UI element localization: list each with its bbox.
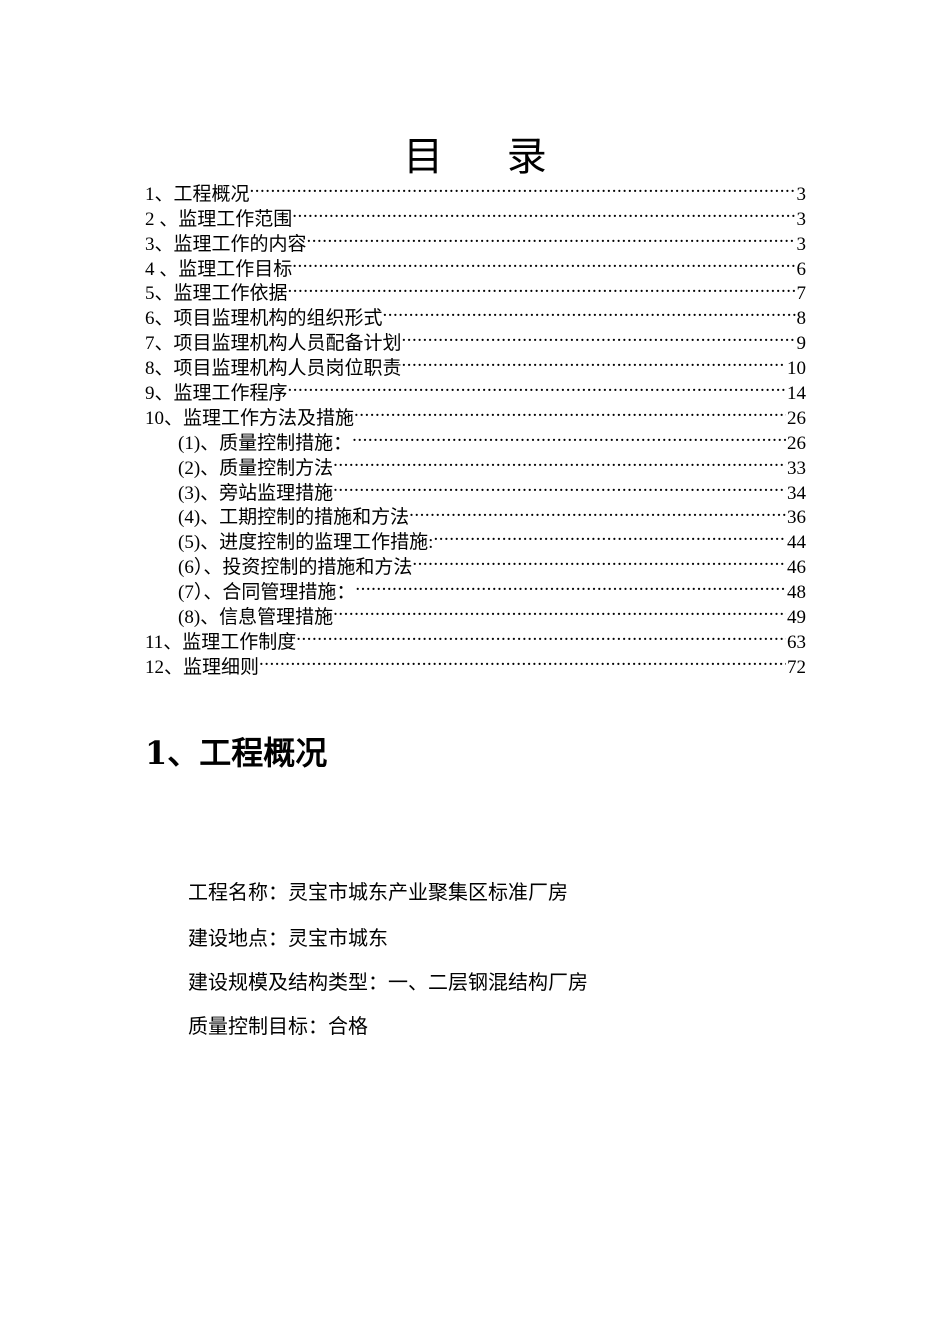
- toc-entry[interactable]: 10、监理工作方法及措施 26: [145, 399, 806, 429]
- toc-entry-page: 8: [796, 308, 807, 330]
- dot-leader: [288, 374, 786, 399]
- dot-leader: [352, 424, 786, 449]
- dot-leader: [333, 598, 786, 623]
- dot-leader: [333, 474, 786, 499]
- toc-entry-page: 6: [796, 258, 807, 280]
- toc-entry-page: 3: [796, 183, 807, 205]
- toc-entry[interactable]: (3)、旁站监理措施 34: [145, 474, 806, 504]
- toc-entry[interactable]: (5)、进度控制的监理工作措施: 44: [145, 523, 806, 553]
- dot-leader: [433, 523, 786, 548]
- toc-entry-label: 2 、监理工作范围: [145, 208, 293, 230]
- toc-entry-page: 9: [796, 333, 807, 355]
- dot-leader: [292, 250, 795, 275]
- toc-entry-page: 48: [787, 582, 806, 604]
- toc-entry[interactable]: (8)、信息管理措施 49: [145, 598, 806, 628]
- toc-entry[interactable]: 1、工程概况 3: [145, 175, 806, 205]
- toc-entry[interactable]: (4)、工期控制的措施和方法 36: [145, 499, 806, 529]
- toc-entry[interactable]: (1)、质量控制措施： 26: [145, 424, 806, 454]
- toc-entry-page: 33: [787, 457, 806, 479]
- table-of-contents: 1、工程概况32 、监理工作范围33、监理工作的内容34 、监理工作目标65、监…: [145, 175, 806, 678]
- dot-leader: [354, 399, 786, 424]
- toc-entry[interactable]: 2 、监理工作范围 3: [145, 200, 806, 230]
- dot-leader: [259, 648, 786, 673]
- toc-entry-page: 7: [796, 283, 807, 305]
- construction-site: 建设地点：灵宝市城东: [188, 926, 388, 950]
- toc-entry-page: 63: [787, 631, 806, 653]
- toc-entry-label: (2)、质量控制方法: [178, 457, 334, 479]
- toc-entry-page: 49: [787, 607, 806, 629]
- dot-leader: [412, 548, 786, 573]
- toc-entry-label: 9、监理工作程序: [145, 383, 288, 405]
- dot-leader: [409, 499, 786, 524]
- toc-entry[interactable]: 5、监理工作依据 7: [145, 275, 806, 305]
- toc-entry-label: 7、项目监理机构人员配备计划: [145, 333, 402, 355]
- toc-entry-label: 1、工程概况: [145, 183, 250, 205]
- toc-entry-page: 46: [787, 557, 806, 579]
- toc-entry[interactable]: (7）、合同管理措施： 48: [145, 573, 806, 603]
- dot-leader: [333, 449, 786, 474]
- dot-leader: [402, 349, 786, 374]
- toc-entry-label: 3、监理工作的内容: [145, 233, 307, 255]
- toc-entry-label: (3)、旁站监理措施: [178, 482, 334, 504]
- toc-entry-page: 26: [787, 432, 806, 454]
- toc-entry-page: 36: [787, 507, 806, 529]
- toc-entry[interactable]: 3、监理工作的内容 3: [145, 225, 806, 255]
- toc-entry-page: 26: [787, 407, 806, 429]
- toc-entry[interactable]: 11、监理工作制度63: [145, 623, 806, 653]
- toc-entry[interactable]: 8、项目监理机构人员岗位职责10: [145, 349, 806, 379]
- dot-leader: [288, 275, 796, 300]
- toc-entry[interactable]: 6、项目监理机构的组织形式 8: [145, 299, 806, 329]
- toc-entry-page: 72: [787, 656, 806, 678]
- project-name: 工程名称：灵宝市城东产业聚集区标准厂房: [188, 880, 568, 904]
- dot-leader: [355, 573, 786, 598]
- toc-entry-label: (1)、质量控制措施：: [178, 432, 353, 454]
- toc-entry-page: 3: [796, 208, 807, 230]
- toc-entry-label: (4)、工期控制的措施和方法: [178, 507, 410, 529]
- dot-leader: [402, 324, 796, 349]
- toc-entry-page: 3: [796, 233, 807, 255]
- toc-entry-label: (8)、信息管理措施: [178, 607, 334, 629]
- dot-leader: [296, 623, 786, 648]
- toc-entry-label: 6、项目监理机构的组织形式: [145, 308, 383, 330]
- toc-entry-label: 12、监理细则: [145, 656, 260, 678]
- toc-entry-label: 4 、监理工作目标: [145, 258, 293, 280]
- toc-entry-label: (5)、进度控制的监理工作措施:: [178, 532, 434, 554]
- toc-entry-label: (7）、合同管理措施：: [178, 582, 356, 604]
- dot-leader: [383, 299, 796, 324]
- toc-entry-label: 5、监理工作依据: [145, 283, 288, 305]
- toc-entry[interactable]: 4 、监理工作目标 6: [145, 250, 806, 280]
- dot-leader: [250, 175, 796, 200]
- toc-entry-page: 10: [787, 358, 806, 380]
- dot-leader: [292, 200, 795, 225]
- toc-entry-page: 34: [787, 482, 806, 504]
- toc-title: 目 录: [403, 134, 547, 180]
- toc-entry[interactable]: 9、监理工作程序 14: [145, 374, 806, 404]
- toc-entry[interactable]: 7、项目监理机构人员配备计划 9: [145, 324, 806, 354]
- dot-leader: [307, 225, 796, 250]
- quality-target: 质量控制目标：合格: [188, 1014, 368, 1038]
- scale-and-structure: 建设规模及结构类型：一、二层钢混结构厂房: [188, 970, 588, 994]
- toc-entry[interactable]: (6）、投资控制的措施和方法 46: [145, 548, 806, 578]
- toc-entry[interactable]: 12、监理细则 72: [145, 648, 806, 678]
- toc-entry-label: (6）、投资控制的措施和方法: [178, 557, 413, 579]
- toc-entry[interactable]: (2)、质量控制方法 33: [145, 449, 806, 479]
- section-heading: 1、工程概况: [145, 734, 328, 772]
- toc-entry-page: 14: [787, 383, 806, 405]
- toc-entry-label: 10、监理工作方法及措施: [145, 407, 355, 429]
- toc-entry-page: 44: [787, 532, 806, 554]
